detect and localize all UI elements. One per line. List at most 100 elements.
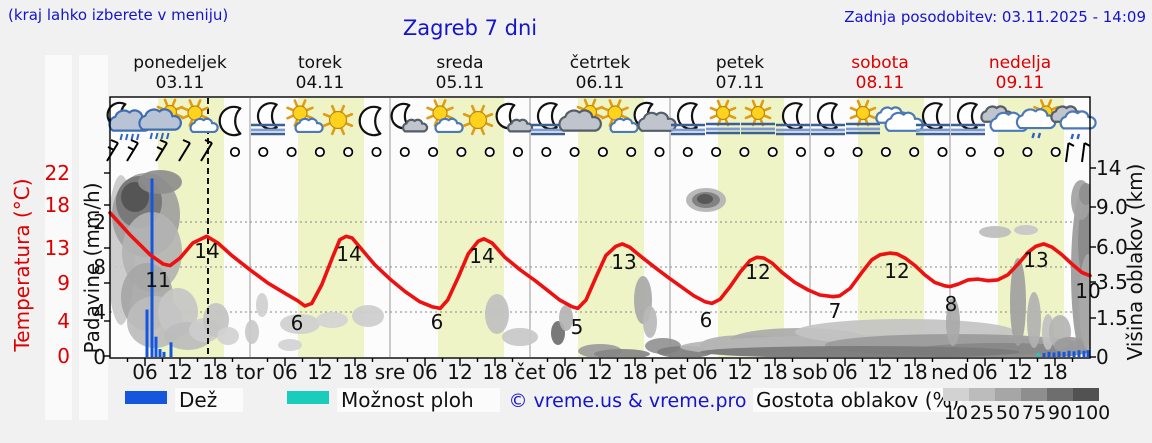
tick-label: 13 [44, 236, 70, 260]
calm-wind-icon [371, 146, 382, 158]
calm-wind-icon [512, 146, 524, 158]
density-tick-label: 50 [995, 402, 1021, 424]
temperature-curve [108, 211, 1092, 311]
temperature-value-labels: 11 14 6 14 6 14 5 13 6 12 7 12 8 13 10 [145, 239, 1100, 339]
calm-wind-icon [569, 146, 580, 158]
calm-wind-icon [484, 146, 495, 158]
time-label-day: čet [514, 360, 546, 384]
time-label-day: tor [235, 360, 265, 384]
moon-fog-icon [916, 102, 950, 136]
wind-row [106, 139, 1091, 163]
tick-label: 4 [93, 300, 106, 324]
density-tick-label: 90 [1047, 402, 1073, 424]
calm-wind-icon [682, 146, 693, 158]
calm-wind-icon [654, 146, 665, 158]
svg-text:13: 13 [611, 250, 636, 274]
svg-text:5: 5 [571, 315, 584, 339]
axis-strip-left [45, 55, 72, 420]
svg-text:11: 11 [145, 268, 170, 292]
shower-bar [1036, 353, 1040, 357]
calm-wind-icon [711, 146, 722, 158]
moon-fog-icon [671, 102, 705, 136]
moon-fog-icon [811, 102, 845, 136]
day-date: 09.11 [995, 73, 1045, 93]
sun-icon [322, 104, 354, 136]
day-name: sobota [851, 53, 909, 73]
day-date: 05.11 [435, 73, 485, 93]
density-seg [1047, 388, 1073, 401]
tick-label: 3.5 [1096, 270, 1128, 294]
moon-cloud-gray-icon [633, 101, 677, 132]
moon-icon [218, 105, 242, 137]
calm-wind-icon [795, 146, 807, 158]
svg-text:14: 14 [336, 242, 361, 266]
calm-wind-icon [597, 146, 608, 158]
day-header-petek: petek 07.11 [670, 53, 810, 93]
cloud-density-legend-label: Gostota oblakov (%) [753, 388, 963, 412]
sun-fog-icon [706, 99, 740, 135]
calm-wind-icon [739, 146, 750, 158]
sun-fog-icon [846, 99, 880, 135]
svg-text:12: 12 [884, 259, 909, 283]
tick-label: 2 [93, 210, 106, 234]
svg-text:8: 8 [945, 292, 958, 316]
day-date: 07.11 [715, 73, 765, 93]
day-name: petek [715, 53, 765, 73]
day-name: ponedeljek [133, 53, 227, 73]
sun-cloud-icon [426, 99, 464, 134]
tick-label: 0 [1096, 345, 1109, 369]
day-header-ponedeljek: ponedeljek 03.11 [110, 53, 250, 93]
location-hint: (kraj lahko izberete v meniju) [8, 6, 229, 24]
tick-label: 22 [44, 161, 70, 185]
tick-label: 9.0 [1096, 195, 1128, 219]
calm-wind-icon [909, 146, 920, 158]
tick-label: 0 [93, 345, 106, 369]
day-header-sreda: sreda 05.11 [390, 53, 530, 93]
sun-cloud-icon [286, 99, 324, 134]
tick-label: 4 [57, 309, 70, 333]
day-date: 08.11 [855, 73, 905, 93]
day-header-sobota: sobota 08.11 [810, 53, 950, 93]
svg-text:12: 12 [745, 260, 770, 284]
density-tick-label: 75 [1021, 402, 1047, 424]
density-seg [995, 388, 1021, 401]
sun-cloud-gray-icon [558, 98, 604, 132]
density-seg [1073, 388, 1099, 401]
calm-wind-icon [1022, 146, 1033, 158]
density-seg [969, 388, 995, 401]
svg-text:6: 6 [291, 311, 304, 335]
svg-text:14: 14 [194, 239, 219, 263]
day-date: 06.11 [575, 73, 625, 93]
calm-wind-icon [1050, 146, 1061, 158]
tick-label: 6.0 [1096, 235, 1128, 259]
density-seg [943, 388, 969, 401]
tick-label: 9 [57, 271, 70, 295]
density-tick-label: 25 [969, 402, 995, 424]
calm-wind-icon [258, 146, 269, 158]
svg-text:6: 6 [431, 310, 444, 334]
last-updated: Zadnja posodobitev: 03.11.2025 - 14:09 [844, 8, 1146, 26]
svg-text:10: 10 [1075, 279, 1100, 303]
credit-link[interactable]: © vreme.us & vreme.pro [508, 390, 747, 412]
calm-wind-icon [428, 146, 439, 158]
sun-cloud-drizzle-icon [1015, 99, 1059, 139]
calm-wind-icon [456, 146, 467, 158]
calm-wind-icon [626, 146, 637, 158]
density-tick-label: 10 [943, 402, 969, 424]
calm-wind-icon [994, 146, 1005, 158]
day-name: nedelja [988, 53, 1052, 73]
time-label-day: sre [374, 360, 406, 384]
axis-strip-left2 [79, 55, 108, 420]
day-header-torek: torek 04.11 [250, 53, 390, 93]
time-label-day: ned [931, 360, 969, 384]
calm-wind-icon [314, 146, 325, 158]
density-seg [1021, 388, 1047, 401]
tick-label: 18 [44, 193, 70, 217]
moon-fog-icon [951, 102, 985, 136]
moon-cloud-icon [495, 102, 534, 133]
svg-text:7: 7 [829, 299, 842, 323]
calm-wind-icon [541, 146, 552, 158]
calm-wind-icon [229, 146, 241, 158]
cloud-density-blobs [110, 170, 1090, 357]
tick-label: 1.5 [1096, 306, 1128, 330]
